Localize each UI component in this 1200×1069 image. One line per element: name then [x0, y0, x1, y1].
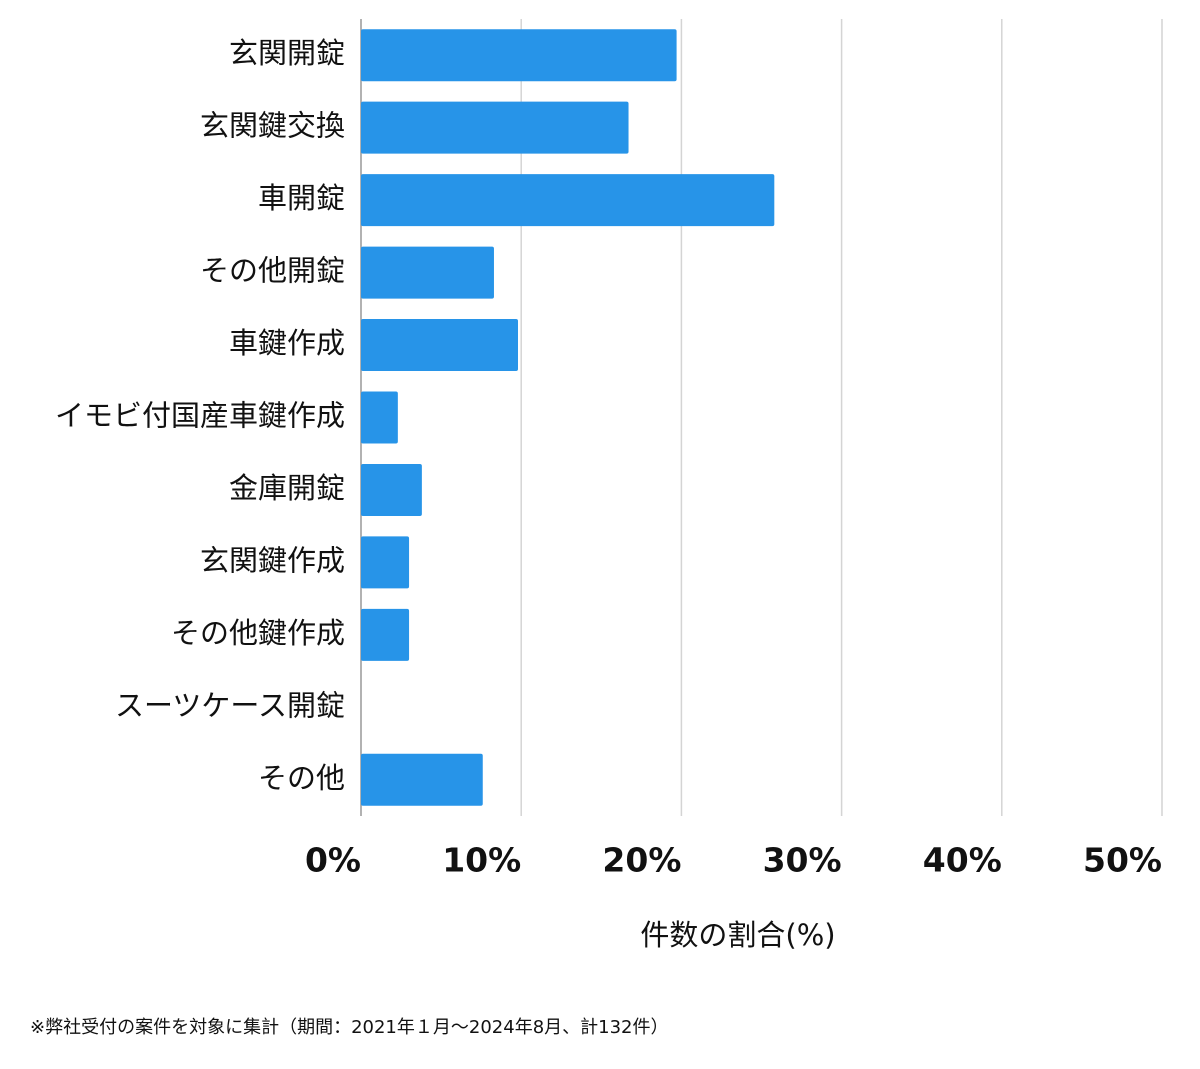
- y-tick-label: スーツケース開錠: [115, 688, 345, 722]
- y-tick-label: 玄関鍵交換: [200, 109, 345, 143]
- bar: [361, 319, 518, 372]
- y-tick-label: 金庫開錠: [229, 471, 345, 505]
- y-tick-label: 玄関鍵作成: [200, 543, 345, 577]
- bar: [361, 536, 410, 589]
- bar: [361, 608, 410, 661]
- x-tick-label: 0%: [305, 841, 361, 880]
- bar: [361, 391, 398, 444]
- bar: [361, 174, 775, 227]
- y-tick-label: その他開錠: [200, 254, 345, 288]
- bar: [361, 29, 677, 82]
- y-tick-label: その他鍵作成: [171, 616, 345, 650]
- x-tick-label: 30%: [763, 841, 842, 880]
- bar: [361, 246, 494, 299]
- bar: [361, 101, 629, 154]
- bar: [361, 463, 422, 516]
- x-tick-label: 20%: [602, 841, 681, 880]
- x-tick-label: 10%: [442, 841, 521, 880]
- x-tick-label: 40%: [923, 841, 1002, 880]
- y-tick-label: その他: [258, 761, 345, 795]
- y-tick-label: イモビ付国産車鍵作成: [55, 399, 345, 433]
- x-tick-label: 50%: [1083, 841, 1162, 880]
- y-tick-label: 車鍵作成: [229, 326, 345, 360]
- x-axis-title: 件数の割合(%): [640, 918, 835, 952]
- footnote: ※弊社受付の案件を対象に集計（期間：2021年１月〜2024年8月、計132件）: [30, 1017, 669, 1038]
- bar: [361, 753, 483, 806]
- y-tick-label: 車開錠: [258, 181, 345, 215]
- y-tick-label: 玄関開錠: [229, 36, 345, 70]
